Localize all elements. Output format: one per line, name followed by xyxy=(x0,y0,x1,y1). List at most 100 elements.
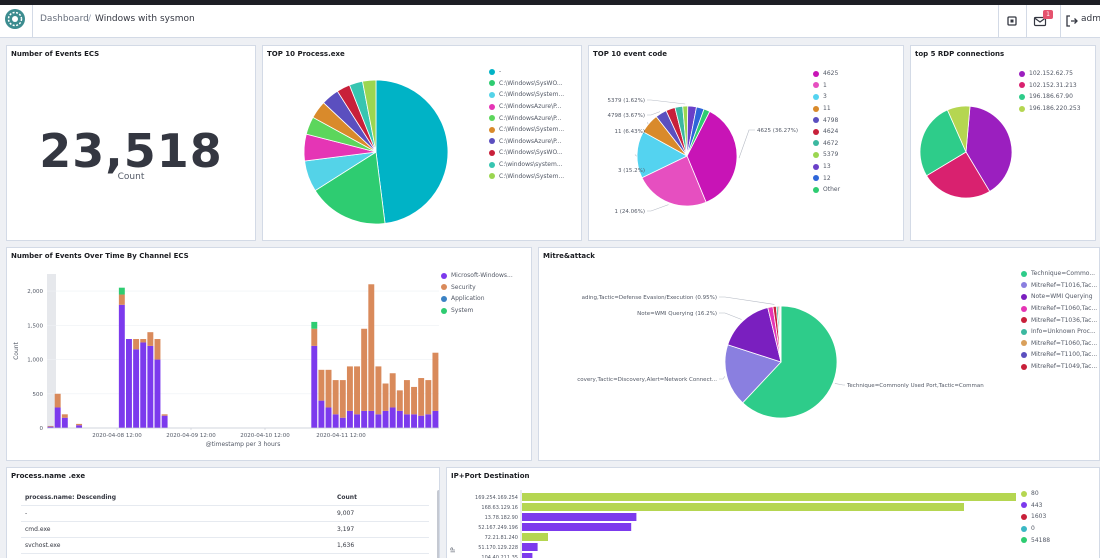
process-legend-item[interactable]: C:\windows\system... xyxy=(489,159,564,171)
bar-security[interactable] xyxy=(354,366,360,415)
bar-microsoft-windows[interactable] xyxy=(161,415,168,428)
event-legend-item[interactable]: 11 xyxy=(813,103,840,115)
fullscreen-icon[interactable] xyxy=(1004,13,1020,29)
bar-microsoft-windows[interactable] xyxy=(361,410,368,428)
port-legend-item[interactable]: 0 xyxy=(1021,523,1050,535)
mitre-legend-item[interactable]: Technique=Commo... xyxy=(1021,268,1097,280)
bar-microsoft-windows[interactable] xyxy=(396,410,403,428)
breadcrumb-root[interactable]: Dashboard xyxy=(40,14,89,24)
event-legend-item[interactable]: 4624 xyxy=(813,126,840,138)
port-legend-item[interactable]: 54188 xyxy=(1021,534,1050,546)
bar-system[interactable] xyxy=(118,287,125,295)
bar-security[interactable] xyxy=(432,352,439,411)
bar-security[interactable] xyxy=(318,369,325,401)
bar-security[interactable] xyxy=(54,393,61,408)
process-legend-item[interactable]: C:\WindowsAzure\P... xyxy=(489,112,564,124)
bar-microsoft-windows[interactable] xyxy=(332,414,339,428)
bar-port-80[interactable] xyxy=(522,503,964,511)
event-legend-item[interactable]: 13 xyxy=(813,161,840,173)
mitre-slice-mitreref-t1049-tac[interactable] xyxy=(780,305,782,363)
bar-microsoft-windows[interactable] xyxy=(411,414,418,428)
process-legend-item[interactable]: C:\Windows\System... xyxy=(489,170,564,182)
bar-microsoft-windows[interactable] xyxy=(375,414,382,428)
process-legend-item[interactable]: - xyxy=(489,66,564,78)
port-legend-item[interactable]: 443 xyxy=(1021,500,1050,512)
bar-microsoft-windows[interactable] xyxy=(126,339,132,428)
bar-port-443[interactable] xyxy=(522,513,637,521)
bar-microsoft-windows[interactable] xyxy=(140,342,147,428)
bar-security[interactable] xyxy=(411,386,418,415)
bar-security[interactable] xyxy=(346,366,353,411)
bar-microsoft-windows[interactable] xyxy=(76,425,83,428)
bar-microsoft-windows[interactable] xyxy=(54,407,61,428)
bar-system[interactable] xyxy=(311,321,318,329)
rdp-slice-102-152-31-213[interactable] xyxy=(926,151,991,199)
event-legend-item[interactable]: 3 xyxy=(813,91,840,103)
bar-security[interactable] xyxy=(332,380,339,415)
process-slice-c-windows-system[interactable] xyxy=(362,79,377,153)
process-slice-c-windows-syswo[interactable] xyxy=(314,151,386,225)
event-legend-item[interactable]: Other xyxy=(813,184,840,196)
process-legend-item[interactable]: C:\Windows\System... xyxy=(489,89,564,101)
bar-microsoft-windows[interactable] xyxy=(147,345,154,428)
bar-microsoft-windows[interactable] xyxy=(425,414,432,428)
mitre-slice-note-wmi-querying[interactable] xyxy=(727,307,782,363)
bar-security[interactable] xyxy=(161,414,168,416)
event-slice-other[interactable] xyxy=(686,108,711,157)
event-legend-item[interactable]: 4672 xyxy=(813,138,840,150)
mitre-legend-item[interactable]: MitreRef=T1016,Tac... xyxy=(1021,280,1097,292)
bar-microsoft-windows[interactable] xyxy=(47,426,54,428)
mitre-slice-technique-commo[interactable] xyxy=(742,305,838,419)
bar-microsoft-windows[interactable] xyxy=(118,304,125,428)
mitre-legend-item[interactable]: MitreRef=T1100,Tac... xyxy=(1021,349,1097,361)
bar-security[interactable] xyxy=(361,328,368,411)
mitre-legend-item[interactable]: MitreRef=T1049,Tac... xyxy=(1021,361,1097,373)
bar-security[interactable] xyxy=(311,328,318,346)
bar-microsoft-windows[interactable] xyxy=(325,407,332,428)
bar-security[interactable] xyxy=(382,383,389,411)
bar-microsoft-windows[interactable] xyxy=(318,400,325,428)
channel-legend-item[interactable]: System xyxy=(441,305,513,317)
rdp-slice-196-186-220-253[interactable] xyxy=(946,105,971,153)
table-row[interactable]: svchost.exe 1,636 xyxy=(21,538,429,554)
bar-port-80[interactable] xyxy=(522,533,548,541)
bar-security[interactable] xyxy=(368,284,375,411)
mitre-legend-item[interactable]: MitreRef=T1060,Tac... xyxy=(1021,303,1097,315)
column-header-count[interactable]: Count xyxy=(337,494,357,501)
port-legend-item[interactable]: 1603 xyxy=(1021,511,1050,523)
bar-security[interactable] xyxy=(47,425,54,427)
bar-security[interactable] xyxy=(61,414,68,418)
event-legend-item[interactable]: 5379 xyxy=(813,149,840,161)
bar-port-80[interactable] xyxy=(522,493,1016,501)
table-row[interactable]: cmd.exe 3,197 xyxy=(21,522,429,538)
channel-legend-item[interactable]: Application xyxy=(441,293,513,305)
mitre-legend-item[interactable]: Info=Unknown Proc... xyxy=(1021,326,1097,338)
bar-microsoft-windows[interactable] xyxy=(154,359,161,428)
bar-security[interactable] xyxy=(147,332,154,346)
process-legend-item[interactable]: C:\Windows\System... xyxy=(489,124,564,136)
bar-security[interactable] xyxy=(375,366,382,415)
process-legend-item[interactable]: C:\Windows\SysWO... xyxy=(489,78,564,90)
process-legend-item[interactable]: C:\Windows\SysWO... xyxy=(489,147,564,159)
bar-security[interactable] xyxy=(154,339,161,360)
bar-security[interactable] xyxy=(418,378,425,416)
bar-port-443[interactable] xyxy=(522,523,632,531)
column-header-process[interactable]: process.name: Descending xyxy=(25,494,116,501)
port-legend-item[interactable]: 80 xyxy=(1021,488,1050,500)
bar-security[interactable] xyxy=(339,380,346,418)
rdp-legend-item[interactable]: 102.152.62.75 xyxy=(1019,68,1081,80)
bar-microsoft-windows[interactable] xyxy=(311,345,318,428)
table-row[interactable]: - 9,007 xyxy=(21,506,429,522)
event-legend-item[interactable]: 1 xyxy=(813,80,840,92)
mail-icon[interactable] xyxy=(1032,13,1048,29)
bar-security[interactable] xyxy=(425,380,432,415)
bar-microsoft-windows[interactable] xyxy=(382,410,389,428)
event-legend-item[interactable]: 12 xyxy=(813,172,840,184)
rdp-slice-102-152-62-75[interactable] xyxy=(965,105,1013,192)
bar-security[interactable] xyxy=(76,423,83,426)
bar-microsoft-windows[interactable] xyxy=(389,407,396,428)
mitre-legend-item[interactable]: Note=WMI Querying xyxy=(1021,291,1097,303)
bar-microsoft-windows[interactable] xyxy=(61,417,68,428)
bar-security[interactable] xyxy=(389,373,396,408)
rdp-legend-item[interactable]: 196.186.67.90 xyxy=(1019,91,1081,103)
